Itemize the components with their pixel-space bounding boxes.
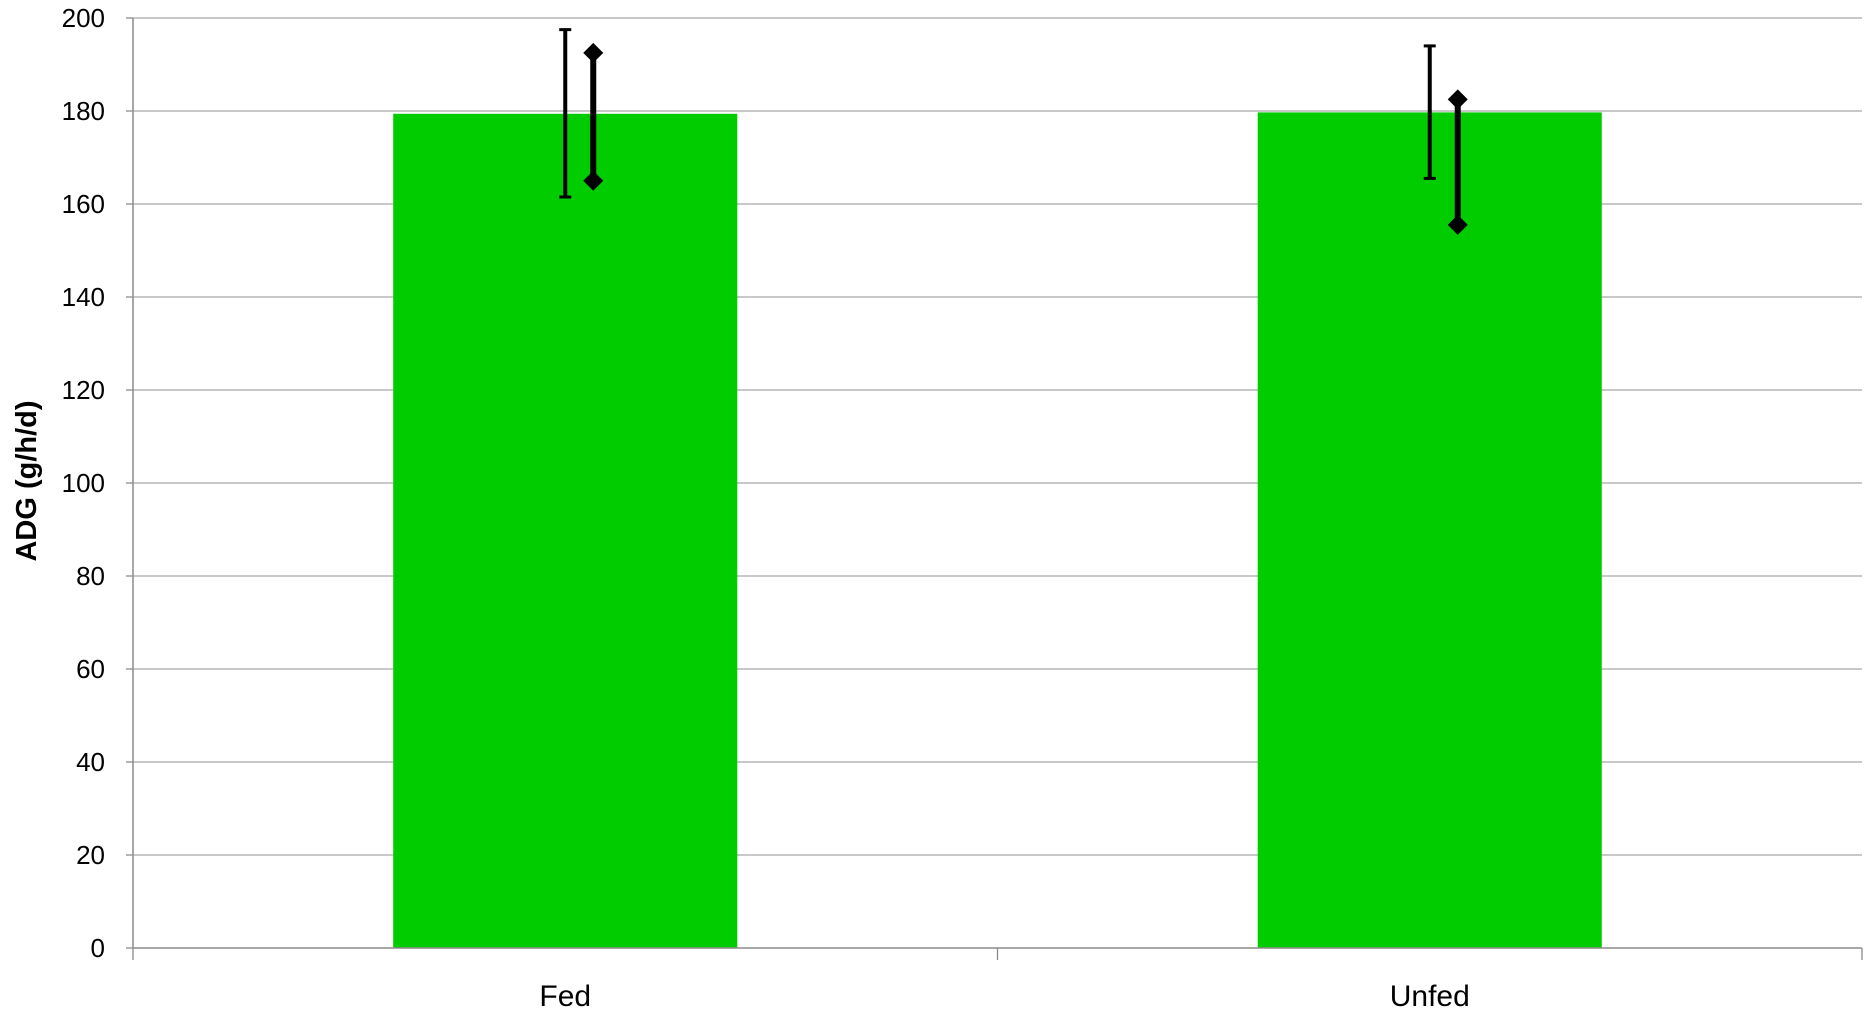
error-bar-marker <box>583 42 604 63</box>
y-tick-labels: 0 20 40 60 80 100 120 140 160 180 200 <box>62 3 105 963</box>
y-tick-label: 200 <box>62 3 105 33</box>
bar <box>1257 112 1602 948</box>
y-tick-label: 60 <box>76 654 105 684</box>
y-tick-label: 0 <box>91 933 105 963</box>
error-bar-marker <box>1447 214 1468 235</box>
error-bars <box>559 28 1468 235</box>
y-tick-label: 180 <box>62 96 105 126</box>
y-tick-label: 100 <box>62 468 105 498</box>
x-tick-label: Fed <box>539 980 591 1013</box>
y-tick-label: 20 <box>76 840 105 870</box>
y-tick-label: 120 <box>62 375 105 405</box>
y-tick-label: 160 <box>62 189 105 219</box>
error-bar-marker <box>1447 89 1468 110</box>
x-tick-label: Unfed <box>1390 980 1470 1013</box>
y-tick-label: 80 <box>76 561 105 591</box>
axes <box>132 18 1862 949</box>
y-tick-label: 40 <box>76 747 105 777</box>
bar <box>393 113 738 949</box>
x-tick-labels: Fed Unfed <box>539 980 1469 1013</box>
bars <box>393 112 1602 949</box>
error-bar-marker <box>583 170 604 191</box>
y-tick-label: 140 <box>62 282 105 312</box>
y-axis-label: ADG (g/h/d) <box>11 400 43 561</box>
